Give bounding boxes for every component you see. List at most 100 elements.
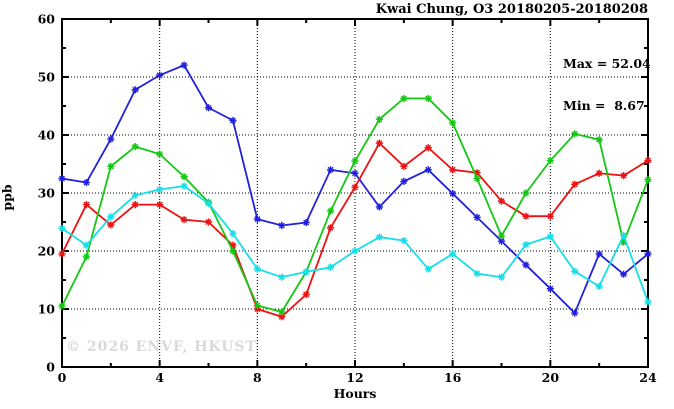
star-marker (449, 250, 457, 258)
star-marker (424, 166, 432, 174)
star-marker (204, 104, 213, 112)
x-tick-label: 16 (444, 370, 462, 385)
star-marker (58, 174, 66, 183)
star-marker (58, 250, 66, 258)
star-marker (546, 156, 554, 165)
star-marker (375, 115, 384, 123)
star-marker (278, 221, 286, 230)
star-marker (400, 177, 408, 185)
star-marker (375, 139, 384, 147)
star-marker (351, 183, 359, 191)
star-marker (107, 135, 115, 143)
star-marker (351, 169, 359, 177)
series-red (58, 139, 652, 321)
star-marker (58, 224, 66, 232)
star-marker (107, 221, 115, 229)
star-marker (644, 156, 652, 165)
star-marker (278, 313, 286, 321)
star-marker (424, 265, 432, 273)
x-tick-label: 20 (542, 370, 560, 385)
star-marker (449, 166, 457, 174)
x-tick-label: 4 (155, 370, 164, 385)
star-marker (473, 169, 481, 177)
star-marker (473, 270, 481, 278)
watermark: © 2026 ENVF, HKUST (66, 339, 257, 355)
star-marker (326, 166, 335, 174)
star-marker (571, 309, 579, 317)
star-marker (302, 290, 310, 299)
star-marker (546, 212, 554, 220)
plot-frame (61, 18, 649, 368)
y-tick-label: 60 (38, 12, 56, 27)
x-axis-label: Hours (333, 386, 377, 401)
star-marker (278, 308, 286, 316)
y-tick-label: 20 (38, 244, 56, 259)
star-marker (619, 172, 628, 180)
star-marker (595, 169, 603, 177)
star-marker (546, 232, 554, 241)
star-marker (619, 270, 628, 278)
star-marker (131, 201, 139, 209)
star-marker (522, 189, 530, 197)
star-marker (229, 230, 237, 238)
star-marker (473, 213, 481, 221)
y-tick-label: 0 (46, 360, 55, 375)
star-marker (497, 197, 506, 205)
star-marker (497, 273, 506, 281)
star-marker (595, 250, 603, 258)
star-marker (522, 241, 530, 249)
star-marker (595, 136, 603, 144)
star-marker (326, 207, 335, 215)
x-tick-label: 12 (346, 370, 363, 385)
star-marker (424, 144, 432, 152)
series-cyan (58, 182, 652, 306)
star-marker (449, 189, 457, 198)
star-marker (595, 282, 603, 290)
star-marker (82, 253, 91, 261)
star-marker (229, 116, 237, 125)
star-marker (156, 185, 164, 194)
series-markers (58, 139, 652, 321)
star-marker (107, 213, 115, 221)
star-marker (522, 212, 530, 220)
y-tick-label: 50 (38, 70, 56, 85)
star-marker (497, 237, 506, 245)
max-label: Max = 52.04 (563, 56, 651, 71)
star-marker (619, 231, 628, 239)
star-marker (156, 71, 164, 79)
series-blue (58, 61, 652, 317)
star-marker (253, 215, 261, 223)
y-tick-label: 30 (38, 186, 56, 201)
tick-labels: 0 4 8 12 16 20 24 0 10 20 30 40 50 60 (38, 12, 657, 386)
y-tick-label: 10 (38, 302, 56, 317)
x-tick-label: 8 (253, 370, 262, 385)
y-tick-label: 40 (38, 128, 56, 143)
star-marker (107, 162, 115, 170)
star-marker (375, 233, 384, 241)
star-marker (571, 130, 579, 138)
star-marker (82, 178, 91, 187)
star-marker (424, 94, 432, 103)
star-marker (253, 265, 261, 273)
star-marker (400, 162, 408, 170)
star-marker (131, 191, 139, 199)
star-marker (351, 247, 359, 255)
star-marker (82, 241, 91, 249)
star-marker (449, 119, 457, 127)
star-marker (156, 150, 164, 158)
min-label: Min = 8.67 (563, 98, 645, 113)
star-marker (400, 94, 408, 103)
star-marker (180, 61, 188, 69)
x-tick-label: 0 (58, 370, 67, 385)
star-marker (180, 173, 188, 181)
star-marker (229, 241, 237, 249)
star-marker (326, 224, 335, 232)
star-marker (253, 301, 261, 310)
star-marker (180, 182, 188, 190)
star-marker (302, 268, 310, 276)
star-marker (497, 232, 506, 240)
star-marker (131, 143, 139, 151)
star-marker (82, 201, 91, 209)
star-marker (375, 203, 384, 211)
